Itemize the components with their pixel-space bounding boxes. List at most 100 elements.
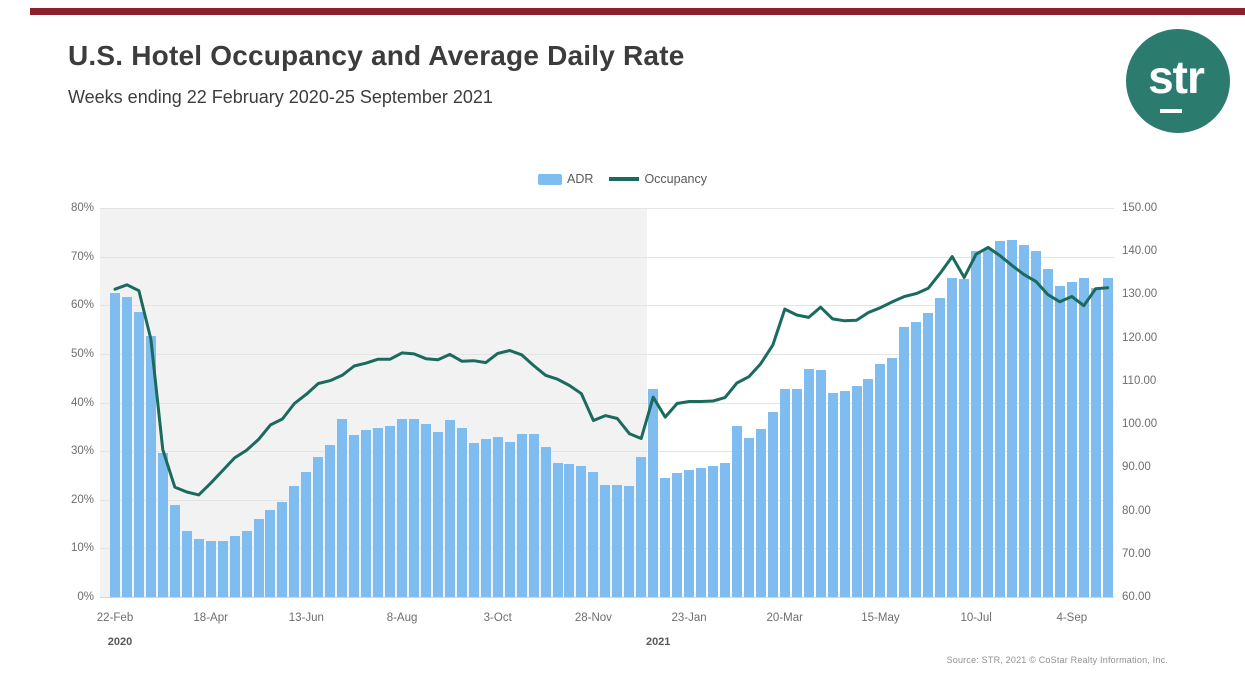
adr-bar: [145, 335, 156, 597]
right-axis-tick: 110.00: [1122, 374, 1157, 387]
adr-bar: [301, 472, 312, 597]
str-logo-text: str: [1148, 51, 1205, 103]
adr-bar: [708, 466, 718, 597]
adr-bar: [468, 443, 479, 597]
gridline-40: [100, 402, 1114, 404]
adr-bar: [923, 313, 934, 597]
x-axis-tick: 20-Mar: [766, 612, 803, 624]
adr-bar: [169, 505, 180, 597]
adr-bar: [516, 434, 527, 597]
adr-bar: [779, 389, 790, 597]
adr-bar: [731, 425, 742, 597]
left-axis-tick: 30%: [70, 445, 94, 458]
adr-bar: [1030, 250, 1041, 597]
adr-bar: [755, 429, 766, 597]
occupancy-line: [113, 245, 1110, 497]
left-axis-tick: 50%: [70, 347, 94, 360]
adr-bar: [803, 368, 814, 597]
x-axis-tick: 28-Nov: [574, 612, 612, 624]
adr-bar: [791, 389, 802, 597]
adr-bar: [289, 486, 300, 597]
x-axis-tick: 22-Feb: [96, 612, 134, 624]
x-axis-tick: 18-Apr: [193, 612, 228, 624]
adr-bar: [444, 420, 455, 597]
adr-bar: [1078, 277, 1089, 597]
adr-bar: [325, 445, 336, 597]
adr-bar: [265, 509, 276, 597]
right-axis-tick: 150.00: [1122, 202, 1158, 214]
adr-bar: [361, 429, 372, 597]
adr-bar: [719, 462, 730, 597]
adr-bar: [947, 278, 958, 597]
adr-swatch-icon: [538, 173, 563, 185]
adr-bar: [1090, 288, 1101, 597]
page-title: U.S. Hotel Occupancy and Average Daily R…: [68, 40, 685, 71]
x-axis-tick: 3-Oct: [483, 612, 512, 624]
adr-bar: [899, 326, 910, 597]
x-axis-tick: 15-May: [861, 612, 900, 624]
adr-bar: [743, 437, 754, 597]
adr-bar: [373, 428, 384, 597]
year-label-2021: 2021: [645, 636, 671, 648]
gridline-30: [100, 451, 1114, 453]
gridline-0: [100, 597, 1114, 598]
adr-bar: [409, 418, 419, 597]
adr-bar: [540, 447, 551, 597]
adr-bar: [492, 436, 503, 597]
right-axis-tick: 60.00: [1122, 591, 1151, 603]
gridline-60: [100, 305, 1114, 307]
source-attribution: Source: STR, 2021 © CoStar Realty Inform…: [946, 655, 1168, 665]
gridline-70: [100, 256, 1114, 258]
x-axis-tick: 23-Jan: [671, 612, 707, 624]
adr-bar: [241, 531, 252, 597]
adr-bar: [504, 441, 515, 597]
adr-bar: [588, 472, 599, 597]
adr-bar: [767, 412, 778, 597]
left-axis-tick: 70%: [70, 250, 94, 263]
x-axis-tick: 13-Jun: [288, 612, 324, 624]
legend-label-adr: ADR: [567, 172, 594, 186]
x-axis-tick: 4-Sep: [1056, 612, 1088, 624]
adr-bar: [229, 535, 240, 597]
right-axis-tick: 70.00: [1122, 547, 1151, 560]
adr-bar: [337, 419, 348, 597]
chart-plot-area: 80% 70% 60% 50% 40% 30% 20% 10% 0% 150.00 140.00 13…: [71, 202, 1157, 648]
adr-bar: [1066, 281, 1077, 597]
adr-bar: [1054, 285, 1065, 597]
adr-bar: [385, 426, 396, 597]
adr-bar: [875, 363, 886, 597]
adr-bar: [648, 389, 659, 597]
adr-bar: [1007, 240, 1017, 597]
left-axis-tick: 40%: [70, 396, 94, 409]
adr-bar: [133, 311, 144, 597]
right-axis-tick: 140.00: [1122, 245, 1158, 258]
adr-bar: [851, 385, 862, 597]
adr-bar: [193, 539, 204, 597]
left-axis-tick: 0%: [77, 591, 94, 603]
adr-bar: [672, 473, 683, 597]
adr-bar: [110, 292, 120, 597]
adr-bar: [456, 428, 467, 597]
gridline-50: [100, 353, 1114, 355]
adr-bar: [935, 297, 946, 597]
str-logo: str: [1126, 29, 1230, 133]
adr-bar: [827, 393, 838, 597]
legend-item-occupancy: Occupancy: [609, 172, 707, 186]
right-axis-tick: 90.00: [1122, 461, 1151, 474]
adr-bar: [911, 321, 922, 597]
adr-bar: [277, 502, 288, 597]
left-axis-tick: 10%: [70, 542, 94, 555]
adr-bar: [157, 452, 168, 597]
adr-bar: [181, 531, 192, 597]
chart-legend: ADR Occupancy: [0, 171, 1245, 187]
adr-bar: [684, 469, 695, 597]
adr-bar: [432, 432, 443, 597]
occupancy-swatch-icon: [609, 177, 640, 181]
left-axis-tick: 80%: [70, 202, 94, 214]
adr-bar: [660, 477, 671, 597]
adr-bar: [480, 439, 491, 597]
adr-bar: [576, 466, 587, 597]
legend-item-adr: ADR: [538, 172, 593, 186]
adr-bar: [624, 485, 635, 597]
adr-bar: [564, 463, 575, 597]
